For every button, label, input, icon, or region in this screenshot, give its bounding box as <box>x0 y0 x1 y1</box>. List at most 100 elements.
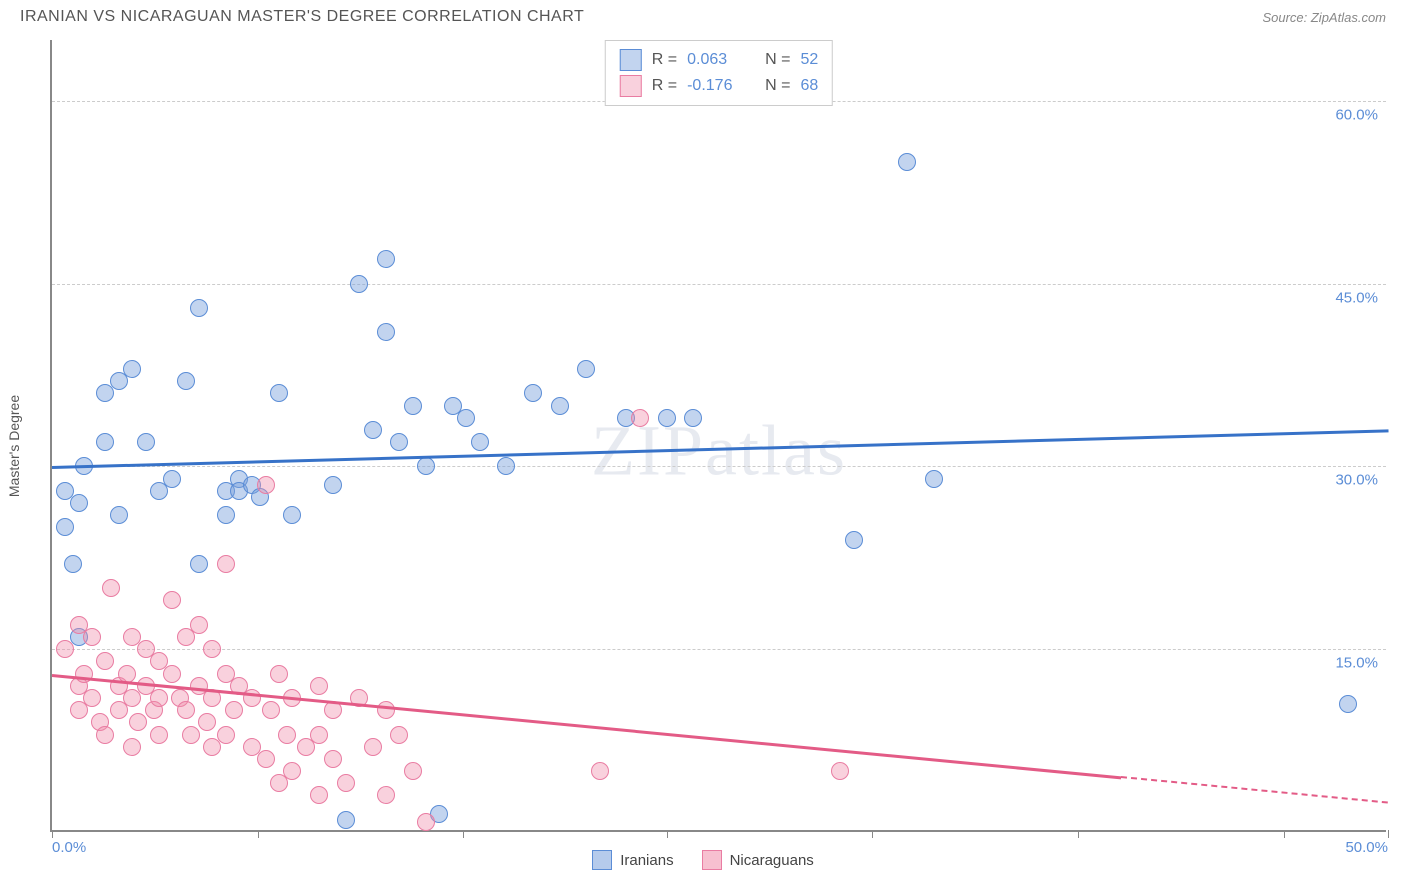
data-point <box>83 689 101 707</box>
data-point <box>337 811 355 829</box>
x-tick <box>1078 830 1079 838</box>
legend-swatch <box>702 850 722 870</box>
n-value: 68 <box>800 77 818 95</box>
legend-row: R =-0.176N =68 <box>620 73 818 99</box>
x-tick <box>872 830 873 838</box>
trend-line <box>52 430 1388 469</box>
page-title: IRANIAN VS NICARAGUAN MASTER'S DEGREE CO… <box>20 8 584 26</box>
data-point <box>350 275 368 293</box>
data-point <box>377 323 395 341</box>
data-point <box>417 457 435 475</box>
data-point <box>190 299 208 317</box>
data-point <box>324 476 342 494</box>
data-point <box>257 750 275 768</box>
data-point <box>102 579 120 597</box>
source-credit: Source: ZipAtlas.com <box>1262 10 1386 25</box>
data-point <box>1339 695 1357 713</box>
data-point <box>270 665 288 683</box>
correlation-legend: R =0.063N =52R =-0.176N =68 <box>605 40 833 106</box>
y-tick-label: 60.0% <box>1335 106 1378 123</box>
data-point <box>377 701 395 719</box>
data-point <box>96 433 114 451</box>
n-label: N = <box>765 77 790 95</box>
data-point <box>123 738 141 756</box>
legend-label: Iranians <box>620 852 673 869</box>
data-point <box>377 786 395 804</box>
n-value: 52 <box>800 51 818 69</box>
series-legend: Iranians Nicaraguans <box>0 850 1406 870</box>
data-point <box>377 250 395 268</box>
data-point <box>283 506 301 524</box>
data-point <box>471 433 489 451</box>
legend-item: Iranians <box>592 850 673 870</box>
y-tick-label: 30.0% <box>1335 472 1378 489</box>
x-tick <box>1388 830 1389 838</box>
data-point <box>190 616 208 634</box>
data-point <box>56 518 74 536</box>
data-point <box>123 360 141 378</box>
data-point <box>177 372 195 390</box>
data-point <box>310 726 328 744</box>
data-point <box>364 738 382 756</box>
data-point <box>217 555 235 573</box>
data-point <box>925 470 943 488</box>
data-point <box>631 409 649 427</box>
r-value: -0.176 <box>687 77 747 95</box>
data-point <box>524 384 542 402</box>
data-point <box>163 470 181 488</box>
data-point <box>404 397 422 415</box>
data-point <box>198 713 216 731</box>
data-point <box>137 433 155 451</box>
legend-swatch <box>592 850 612 870</box>
trend-line <box>1121 776 1388 804</box>
data-point <box>404 762 422 780</box>
data-point <box>257 476 275 494</box>
scatter-chart: ZIPatlas R =0.063N =52R =-0.176N =68 15.… <box>50 40 1386 832</box>
data-point <box>70 494 88 512</box>
data-point <box>262 701 280 719</box>
data-point <box>278 726 296 744</box>
data-point <box>217 506 235 524</box>
x-tick <box>463 830 464 838</box>
y-axis-label: Master's Degree <box>6 395 22 497</box>
data-point <box>417 813 435 831</box>
gridline <box>52 284 1386 285</box>
data-point <box>177 701 195 719</box>
data-point <box>591 762 609 780</box>
data-point <box>163 591 181 609</box>
data-point <box>577 360 595 378</box>
data-point <box>324 750 342 768</box>
x-tick <box>52 830 53 838</box>
data-point <box>110 506 128 524</box>
data-point <box>163 665 181 683</box>
legend-row: R =0.063N =52 <box>620 47 818 73</box>
r-label: R = <box>652 51 677 69</box>
data-point <box>390 726 408 744</box>
data-point <box>364 421 382 439</box>
y-tick-label: 45.0% <box>1335 289 1378 306</box>
y-tick-label: 15.0% <box>1335 655 1378 672</box>
data-point <box>310 786 328 804</box>
data-point <box>96 726 114 744</box>
x-tick <box>1284 830 1285 838</box>
data-point <box>129 713 147 731</box>
data-point <box>457 409 475 427</box>
data-point <box>56 640 74 658</box>
data-point <box>684 409 702 427</box>
x-tick <box>258 830 259 838</box>
x-tick <box>667 830 668 838</box>
legend-label: Nicaraguans <box>730 852 814 869</box>
legend-swatch <box>620 75 642 97</box>
data-point <box>337 774 355 792</box>
data-point <box>845 531 863 549</box>
data-point <box>831 762 849 780</box>
data-point <box>217 726 235 744</box>
legend-item: Nicaraguans <box>702 850 814 870</box>
data-point <box>658 409 676 427</box>
gridline <box>52 466 1386 467</box>
n-label: N = <box>765 51 790 69</box>
data-point <box>150 726 168 744</box>
legend-swatch <box>620 49 642 71</box>
data-point <box>150 689 168 707</box>
data-point <box>182 726 200 744</box>
